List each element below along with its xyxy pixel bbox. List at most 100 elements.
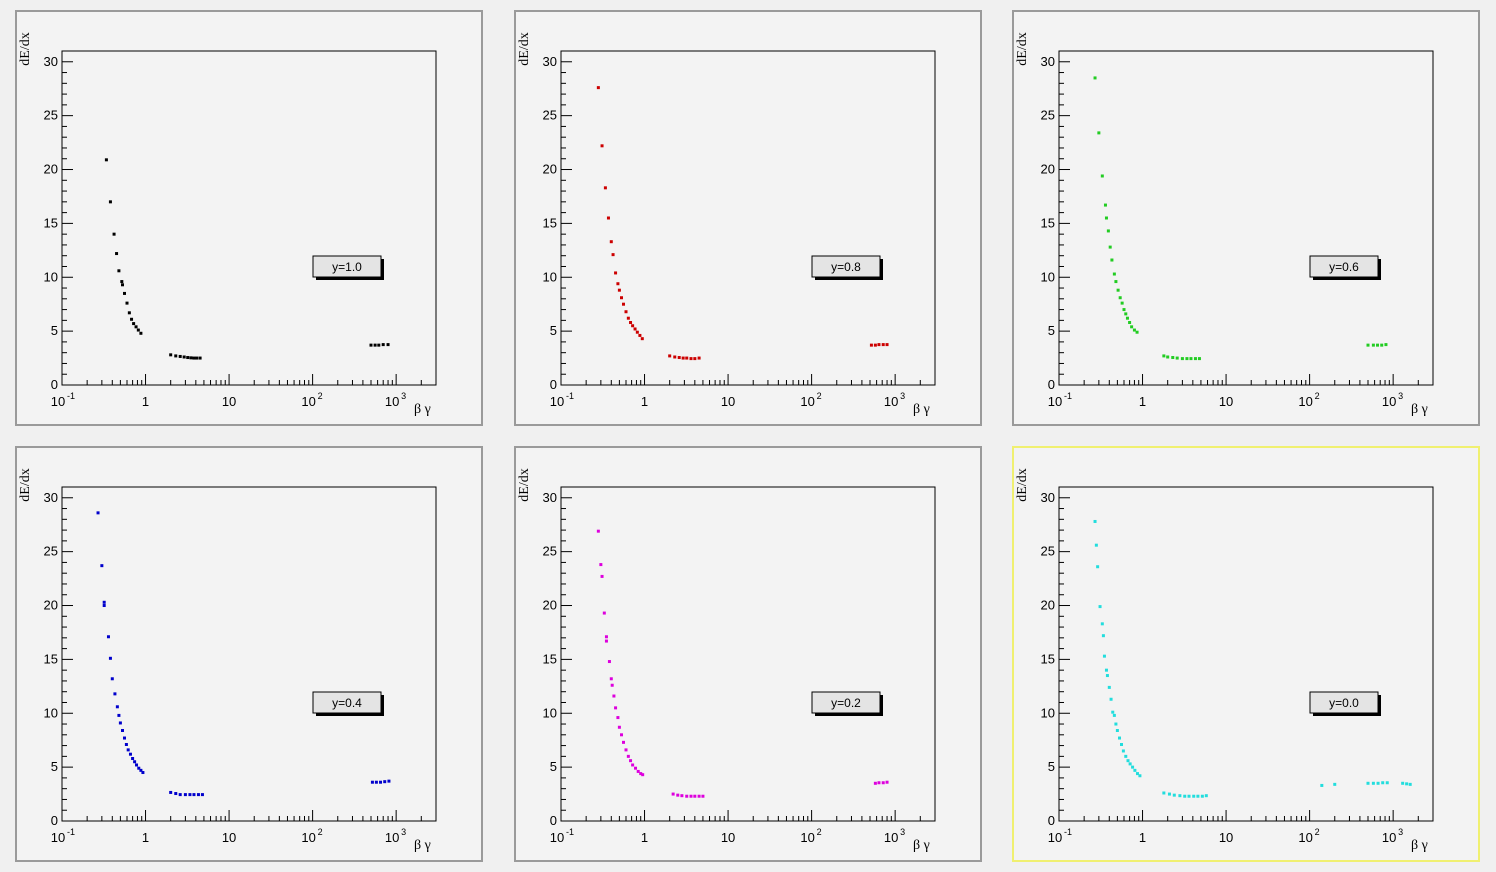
y-tick-label: 20 <box>543 598 557 613</box>
y-axis-title-group: dE/dx <box>1015 32 1030 65</box>
data-point <box>106 635 110 639</box>
y-tick-label: 25 <box>543 544 557 559</box>
data-point <box>634 766 638 770</box>
data-point <box>1115 728 1119 732</box>
data-point <box>373 343 377 347</box>
data-point <box>697 356 701 360</box>
legend-box <box>312 691 382 714</box>
data-point <box>1376 343 1380 347</box>
data-point <box>169 353 173 357</box>
data-point <box>188 793 192 797</box>
y-tick-label: 5 <box>1048 759 1055 774</box>
data-point <box>693 794 697 798</box>
data-point <box>182 355 186 359</box>
x-tick-label: 10 <box>51 830 65 845</box>
legend-box <box>312 255 382 278</box>
data-point <box>189 356 193 360</box>
data-point <box>668 354 672 358</box>
data-point <box>1094 543 1098 547</box>
data-point <box>136 328 140 332</box>
data-point <box>614 271 618 275</box>
y-tick-label: 5 <box>51 759 58 774</box>
data-point <box>676 793 680 797</box>
data-point <box>386 343 390 347</box>
legend-label: y=0.6 <box>1329 260 1359 274</box>
data-point <box>629 759 633 763</box>
data-point <box>881 781 885 785</box>
data-point <box>677 356 681 360</box>
data-point <box>596 86 600 90</box>
y-tick-label: 0 <box>1048 377 1055 392</box>
y-axis-title-group: dE/dx <box>18 32 33 65</box>
x-tick-exponent: 3 <box>900 827 905 837</box>
data-point <box>633 327 637 331</box>
data-point <box>102 604 106 608</box>
data-point <box>113 692 117 696</box>
data-point <box>1376 781 1380 785</box>
x-tick-label: 1 <box>1139 830 1146 845</box>
data-point <box>1135 772 1139 776</box>
data-point <box>673 355 677 359</box>
x-axis-title: β γ <box>1411 838 1428 853</box>
y-tick-label: 15 <box>44 651 58 666</box>
data-point <box>1197 357 1201 361</box>
legend-label: y=0.8 <box>831 260 861 274</box>
data-point <box>631 324 635 328</box>
data-point <box>1100 174 1104 178</box>
x-tick-label: 10 <box>800 830 814 845</box>
y-tick-label: 15 <box>1041 651 1055 666</box>
data-point <box>620 296 624 300</box>
data-point <box>121 728 125 732</box>
data-point <box>127 311 131 315</box>
data-point <box>178 793 182 797</box>
plot-area <box>560 486 936 822</box>
data-point <box>873 781 877 785</box>
data-point <box>104 158 108 162</box>
y-tick-label: 15 <box>1041 215 1055 230</box>
data-point <box>370 780 374 784</box>
data-point <box>133 760 137 764</box>
legend-label: y=0.4 <box>332 696 362 710</box>
data-point <box>115 705 119 709</box>
x-tick-label: 10 <box>1298 394 1312 409</box>
data-point <box>607 660 611 664</box>
data-point <box>1187 794 1191 798</box>
data-point <box>616 282 620 286</box>
x-tick-label: 10 <box>301 830 315 845</box>
y-tick-label: 20 <box>1041 162 1055 177</box>
data-point <box>1405 782 1409 786</box>
data-point <box>379 780 383 784</box>
x-tick-exponent: 2 <box>1315 827 1320 837</box>
data-point <box>1333 782 1337 786</box>
data-point <box>1122 308 1126 312</box>
data-point <box>697 794 701 798</box>
x-tick-label: 10 <box>884 394 898 409</box>
data-point <box>1162 791 1166 795</box>
data-point <box>596 529 600 533</box>
x-tick-exponent: 2 <box>817 827 822 837</box>
data-point <box>602 611 606 615</box>
data-point <box>192 356 196 360</box>
y-axis-title-group: dE/dx <box>18 468 33 501</box>
data-point <box>139 331 143 335</box>
y-axis-title: dE/dx <box>18 32 33 65</box>
y-tick-label: 0 <box>51 377 58 392</box>
data-point <box>617 288 621 292</box>
x-tick-label: 10 <box>1382 394 1396 409</box>
data-point <box>622 740 626 744</box>
data-point <box>178 354 182 358</box>
y-tick-label: 5 <box>550 323 557 338</box>
x-tick-label: 1 <box>1139 394 1146 409</box>
x-axis-title: β γ <box>414 402 431 417</box>
data-point <box>1135 330 1139 334</box>
data-point <box>117 269 121 273</box>
data-point <box>1104 668 1108 672</box>
y-tick-label: 10 <box>44 705 58 720</box>
data-point <box>1093 76 1097 80</box>
legend-label: y=1.0 <box>332 260 362 274</box>
y-tick-label: 30 <box>543 490 557 505</box>
data-point <box>169 790 173 794</box>
data-point <box>1128 321 1132 325</box>
data-point <box>1133 768 1137 772</box>
data-point <box>1128 762 1132 766</box>
